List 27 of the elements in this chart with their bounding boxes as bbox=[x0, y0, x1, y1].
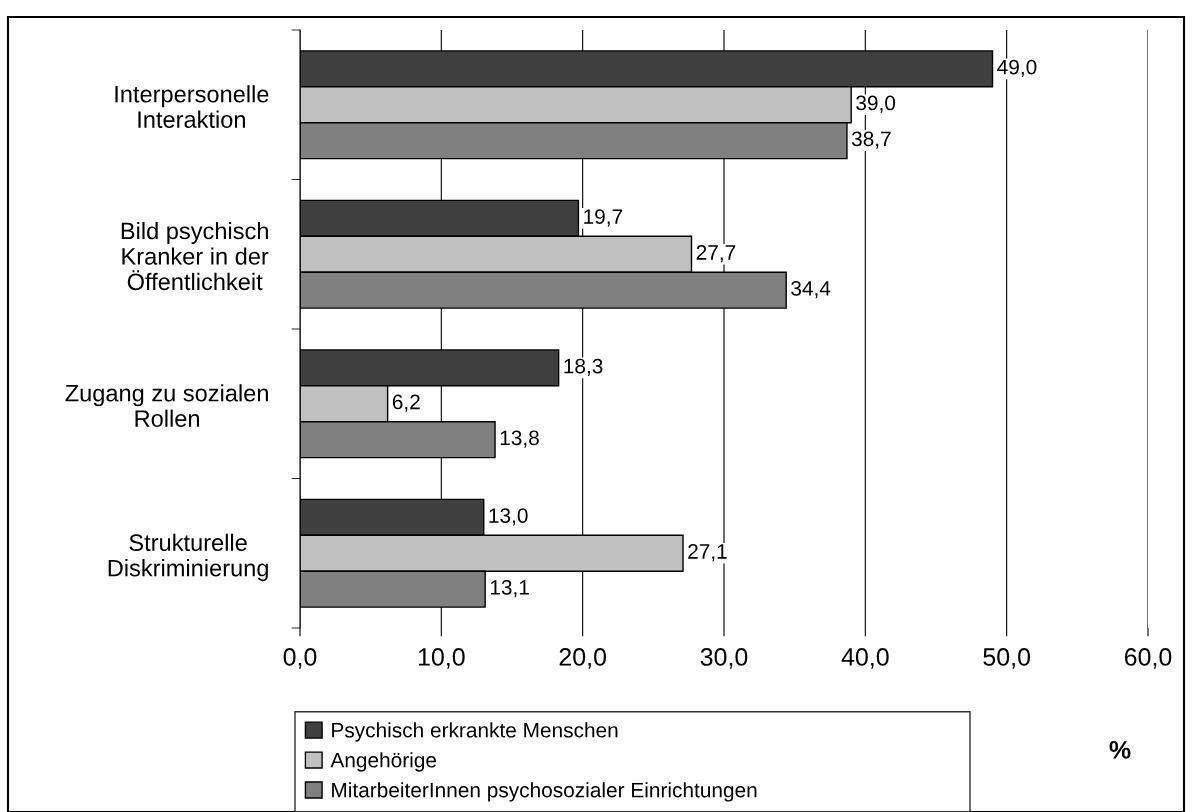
data-label: 13,1 bbox=[490, 579, 529, 598]
x-tick-label: 60,0 bbox=[1124, 648, 1172, 669]
legend-label: MitarbeiterInnen psychosozialer Einrichtungen bbox=[332, 782, 757, 802]
x-tick-label: 50,0 bbox=[983, 648, 1031, 669]
data-label: 38,7 bbox=[851, 131, 891, 149]
data-label: 49,0 bbox=[997, 59, 1037, 77]
legend-label: Psychisch erkrankte Menschen bbox=[332, 722, 618, 742]
data-label: 39,0 bbox=[856, 95, 896, 113]
y-tick-label: Zugang zu sozialen Rollen bbox=[65, 384, 268, 427]
y-tick-label: Bild psychisch Kranker in der Öffentlichkeit bbox=[121, 221, 269, 291]
x-tick-label: 20,0 bbox=[559, 648, 607, 669]
data-label: 18,3 bbox=[564, 358, 603, 376]
x-tick-label: 10,0 bbox=[418, 648, 465, 669]
x-tick-label: 40,0 bbox=[841, 648, 889, 669]
y-tick-label: Interpersonelle Interaktion bbox=[115, 85, 269, 128]
data-label: 13,0 bbox=[489, 508, 528, 526]
data-label: 13,8 bbox=[500, 430, 539, 448]
x-tick-label: 0,0 bbox=[283, 648, 317, 669]
legend-label: Angehörige bbox=[330, 752, 437, 772]
data-label: 27,1 bbox=[688, 544, 727, 562]
data-label: 6,2 bbox=[392, 394, 420, 412]
x-tick-label: 30,0 bbox=[700, 648, 748, 669]
data-label: 27,7 bbox=[696, 245, 736, 263]
y-tick-label: Strukturelle Diskriminierung bbox=[108, 533, 268, 582]
data-label: 34,4 bbox=[791, 280, 831, 299]
data-label: 19,7 bbox=[584, 209, 623, 227]
x-axis-title: % bbox=[1109, 741, 1131, 759]
